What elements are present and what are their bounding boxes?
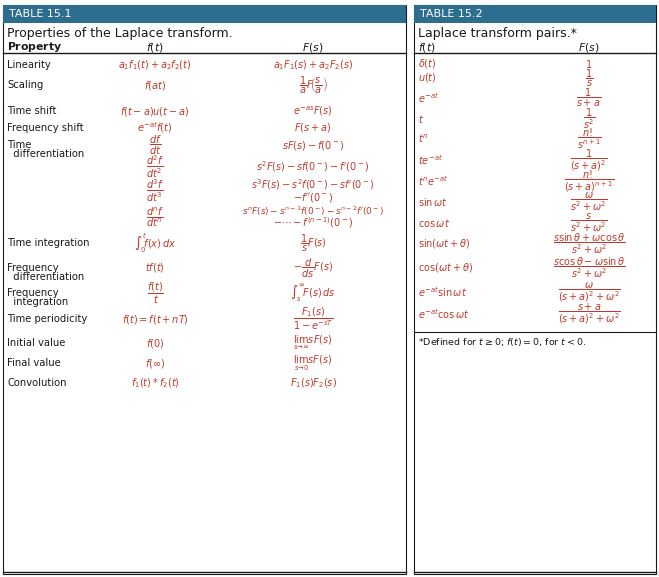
Text: $\dfrac{df}{dt}$: $\dfrac{df}{dt}$ — [148, 133, 161, 156]
Text: $\dfrac{\omega}{(s+a)^2+\omega^2}$: $\dfrac{\omega}{(s+a)^2+\omega^2}$ — [558, 280, 620, 304]
Text: $-\dfrac{d}{ds}F(s)$: $-\dfrac{d}{ds}F(s)$ — [293, 257, 333, 279]
Text: $\dfrac{s\cos\theta-\omega\sin\theta}{s^2+\omega^2}$: $\dfrac{s\cos\theta-\omega\sin\theta}{s^… — [553, 256, 625, 280]
Text: Time: Time — [7, 140, 32, 150]
Text: $f(t) = f(t+nT)$: $f(t) = f(t+nT)$ — [121, 313, 188, 325]
Text: differentiation: differentiation — [7, 272, 84, 282]
Text: $\dfrac{F_1(s)}{1-e^{-sT}}$: $\dfrac{F_1(s)}{1-e^{-sT}}$ — [293, 306, 333, 332]
Text: $\dfrac{d^nf}{dt^n}$: $\dfrac{d^nf}{dt^n}$ — [146, 205, 164, 229]
Text: $sF(s) - f(0^-)$: $sF(s) - f(0^-)$ — [282, 138, 344, 152]
Text: $e^{-at}$: $e^{-at}$ — [418, 91, 440, 105]
Text: $\sin\omega t$: $\sin\omega t$ — [418, 196, 448, 208]
Text: $\dfrac{1}{(s+a)^2}$: $\dfrac{1}{(s+a)^2}$ — [570, 147, 608, 173]
Text: $\cos(\omega t+\theta)$: $\cos(\omega t+\theta)$ — [418, 261, 473, 275]
Text: TABLE 15.1: TABLE 15.1 — [9, 9, 71, 19]
Text: $e^{-at}\sin\omega t$: $e^{-at}\sin\omega t$ — [418, 285, 467, 299]
Text: $\dfrac{1}{s+a}$: $\dfrac{1}{s+a}$ — [577, 87, 602, 109]
Text: $s^3F(s) - s^2f(0^-) - sf'(0^-)$: $s^3F(s) - s^2f(0^-) - sf'(0^-)$ — [251, 178, 375, 192]
Bar — [3, 5, 406, 574]
Text: Frequency: Frequency — [7, 288, 59, 298]
Text: Laplace transform pairs.*: Laplace transform pairs.* — [418, 28, 577, 40]
Text: $\dfrac{1}{s}$: $\dfrac{1}{s}$ — [585, 68, 593, 88]
Text: $\lim_{s\to 0} sF(s)$: $\lim_{s\to 0} sF(s)$ — [293, 353, 333, 373]
Text: $t^ne^{-at}$: $t^ne^{-at}$ — [418, 174, 449, 188]
Text: $u(t)$: $u(t)$ — [418, 72, 437, 84]
Text: Time shift: Time shift — [7, 106, 57, 116]
Text: Scaling: Scaling — [7, 80, 43, 90]
Text: $a_1F_1(s) + a_2F_2(s)$: $a_1F_1(s) + a_2F_2(s)$ — [273, 58, 353, 72]
Text: Convolution: Convolution — [7, 378, 67, 388]
Text: $s^2F(s) - sf(0^-) - f'(0^-)$: $s^2F(s) - sf(0^-) - f'(0^-)$ — [256, 160, 370, 174]
Text: $f(t-a)u(t-a)$: $f(t-a)u(t-a)$ — [120, 104, 190, 118]
Text: $f(\infty)$: $f(\infty)$ — [145, 357, 165, 369]
Text: Time periodicity: Time periodicity — [7, 314, 87, 324]
Text: $te^{-at}$: $te^{-at}$ — [418, 153, 443, 167]
Text: $\dfrac{n!}{s^{n+1}}$: $\dfrac{n!}{s^{n+1}}$ — [577, 126, 602, 151]
Text: $\cos\omega t$: $\cos\omega t$ — [418, 217, 450, 229]
Text: $s^nF(s) - s^{n-1}f(0^-) - s^{n-2}f'(0^-)$: $s^nF(s) - s^{n-1}f(0^-) - s^{n-2}f'(0^-… — [242, 204, 384, 218]
Text: $\mathbf{Property}$: $\mathbf{Property}$ — [7, 40, 63, 54]
Text: differentiation: differentiation — [7, 149, 84, 159]
Text: Linearity: Linearity — [7, 60, 51, 70]
Text: $\dfrac{s+a}{(s+a)^2+\omega^2}$: $\dfrac{s+a}{(s+a)^2+\omega^2}$ — [558, 302, 620, 327]
Text: $e^{-as}F(s)$: $e^{-as}F(s)$ — [293, 104, 333, 118]
Text: Final value: Final value — [7, 358, 61, 368]
Text: $t^n$: $t^n$ — [418, 133, 428, 145]
Text: $-\cdots - f^{(n-1)}(0^-)$: $-\cdots - f^{(n-1)}(0^-)$ — [273, 216, 353, 230]
Text: Time integration: Time integration — [7, 238, 90, 248]
Text: $F_1(s)F_2(s)$: $F_1(s)F_2(s)$ — [289, 376, 337, 390]
Text: $tf(t)$: $tf(t)$ — [145, 261, 165, 275]
Text: $\dfrac{n!}{(s+a)^{n+1}}$: $\dfrac{n!}{(s+a)^{n+1}}$ — [564, 168, 614, 194]
Text: integration: integration — [7, 297, 69, 307]
Text: $\dfrac{f(t)}{t}$: $\dfrac{f(t)}{t}$ — [146, 280, 163, 305]
Text: Frequency: Frequency — [7, 263, 59, 273]
Text: $\dfrac{d^3f}{dt^3}$: $\dfrac{d^3f}{dt^3}$ — [146, 178, 164, 204]
Text: $\int_s^{\infty}\! F(s)\,ds$: $\int_s^{\infty}\! F(s)\,ds$ — [290, 282, 336, 304]
Text: $\dfrac{s\sin\theta+\omega\cos\theta}{s^2+\omega^2}$: $\dfrac{s\sin\theta+\omega\cos\theta}{s^… — [553, 231, 625, 256]
Text: $e^{-at}\cos\omega t$: $e^{-at}\cos\omega t$ — [418, 307, 470, 321]
Text: $F(s+a)$: $F(s+a)$ — [295, 122, 331, 134]
Text: $\mathit{F(s)}$: $\mathit{F(s)}$ — [579, 40, 600, 54]
Text: $\dfrac{d^2f}{dt^2}$: $\dfrac{d^2f}{dt^2}$ — [146, 153, 164, 181]
Text: $\dfrac{s}{s^2+\omega^2}$: $\dfrac{s}{s^2+\omega^2}$ — [570, 212, 608, 234]
Text: *Defined for $t\geq 0$; $f(t)=0$, for $t<0$.: *Defined for $t\geq 0$; $f(t)=0$, for $t… — [418, 336, 587, 348]
Text: $a_1f_1(t) + a_2f_2(t)$: $a_1f_1(t) + a_2f_2(t)$ — [119, 58, 192, 72]
Text: $\mathit{f(t)}$: $\mathit{f(t)}$ — [418, 40, 436, 54]
Bar — [414, 5, 656, 23]
Text: $\int_0^t\! f(x)\,dx$: $\int_0^t\! f(x)\,dx$ — [134, 231, 176, 255]
Text: $f_1(t)*f_2(t)$: $f_1(t)*f_2(t)$ — [130, 376, 179, 390]
Text: $f(at)$: $f(at)$ — [144, 78, 166, 92]
Bar — [414, 5, 656, 574]
Text: $\mathit{F(s)}$: $\mathit{F(s)}$ — [302, 40, 324, 54]
Text: $-f''(0^-)$: $-f''(0^-)$ — [293, 190, 333, 204]
Text: Properties of the Laplace transform.: Properties of the Laplace transform. — [7, 28, 233, 40]
Text: $f(0)$: $f(0)$ — [146, 336, 164, 350]
Text: $\lim_{s\to\infty} sF(s)$: $\lim_{s\to\infty} sF(s)$ — [293, 334, 333, 352]
Text: $\mathit{f(t)}$: $\mathit{f(t)}$ — [146, 40, 164, 54]
Text: $t$: $t$ — [418, 113, 424, 125]
Text: TABLE 15.2: TABLE 15.2 — [420, 9, 482, 19]
Text: $\dfrac{1}{s}F(s)$: $\dfrac{1}{s}F(s)$ — [300, 233, 326, 253]
Text: $e^{-at}f(t)$: $e^{-at}f(t)$ — [137, 121, 173, 136]
Text: Initial value: Initial value — [7, 338, 65, 348]
Text: $\delta(t)$: $\delta(t)$ — [418, 58, 436, 70]
Text: $\dfrac{\omega}{s^2+\omega^2}$: $\dfrac{\omega}{s^2+\omega^2}$ — [570, 190, 608, 213]
Text: $\sin(\omega t+\theta)$: $\sin(\omega t+\theta)$ — [418, 238, 471, 250]
Text: Frequency shift: Frequency shift — [7, 123, 84, 133]
Text: $1$: $1$ — [585, 58, 592, 70]
Text: $\dfrac{1}{a}F\!\left(\dfrac{s}{a}\right)$: $\dfrac{1}{a}F\!\left(\dfrac{s}{a}\right… — [299, 74, 328, 96]
Bar — [3, 5, 406, 23]
Text: $\dfrac{1}{s^2}$: $\dfrac{1}{s^2}$ — [583, 107, 595, 132]
